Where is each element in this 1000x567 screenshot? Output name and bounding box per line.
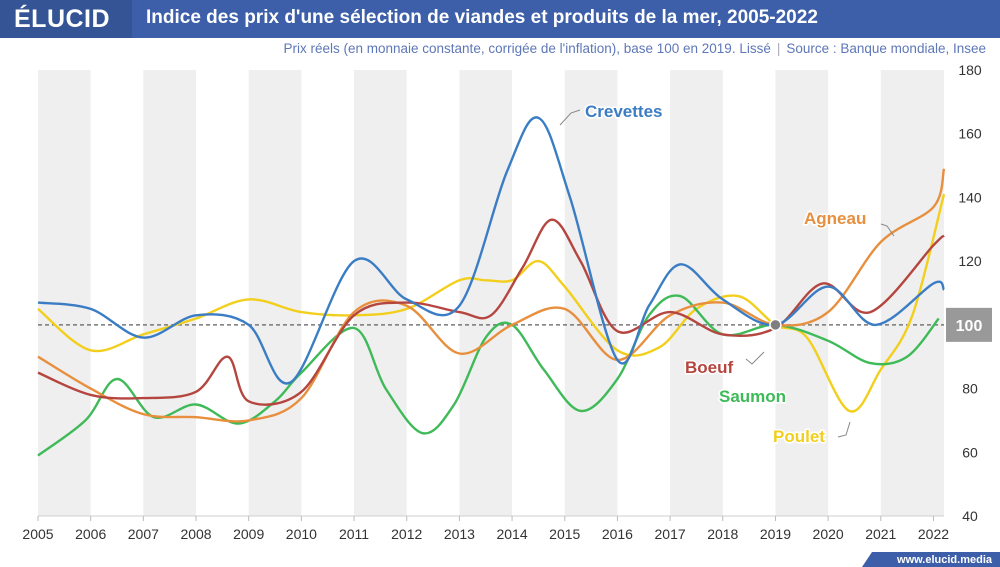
x-tick-label: 2005 bbox=[22, 526, 53, 542]
series-label-agneau: Agneau bbox=[804, 209, 866, 228]
series-line-crevettes bbox=[37, 116, 946, 385]
series-label-poulet: Poulet bbox=[773, 427, 825, 446]
x-tick-label: 2013 bbox=[444, 526, 475, 542]
x-tick-label: 2018 bbox=[707, 526, 738, 542]
x-tick-label: 2007 bbox=[128, 526, 159, 542]
year-band bbox=[143, 70, 197, 516]
year-band bbox=[775, 70, 829, 516]
x-tick-label: 2016 bbox=[602, 526, 633, 542]
year-band bbox=[459, 70, 513, 516]
x-tick-label: 2022 bbox=[918, 526, 949, 542]
chart-title: Indice des prix d'une sélection de viand… bbox=[146, 7, 818, 28]
year-band bbox=[248, 70, 302, 516]
x-tick-label: 2010 bbox=[286, 526, 317, 542]
y-tick-label: 180 bbox=[958, 62, 982, 78]
site-url[interactable]: www.elucid.media bbox=[897, 554, 992, 566]
title-bar: ÉLUCID Indice des prix d'une sélection d… bbox=[0, 0, 1000, 38]
series-label-saumon: Saumon bbox=[719, 387, 786, 406]
x-tick-label: 2020 bbox=[813, 526, 844, 542]
series-line-poulet bbox=[37, 193, 946, 413]
series-label-boeuf: Boeuf bbox=[685, 358, 734, 377]
elucid-logo[interactable]: ÉLUCID bbox=[14, 5, 111, 33]
base-year-marker bbox=[769, 318, 782, 332]
reference-label: 100 bbox=[956, 318, 983, 335]
y-tick-label: 140 bbox=[958, 189, 982, 205]
series-line-boeuf bbox=[37, 218, 945, 406]
year-band bbox=[38, 70, 91, 516]
x-tick-label: 2014 bbox=[496, 526, 527, 542]
x-tick-label: 2015 bbox=[549, 526, 580, 542]
x-tick-label: 2009 bbox=[233, 526, 264, 542]
series-line-agneau bbox=[37, 168, 946, 423]
y-tick-label: 80 bbox=[962, 381, 978, 397]
footer-tab bbox=[862, 552, 1000, 567]
x-tick-label: 2008 bbox=[180, 526, 211, 542]
subtitle-separator: | bbox=[776, 41, 781, 56]
label-leader-boeuf bbox=[745, 351, 765, 365]
x-tick-label: 2006 bbox=[75, 526, 106, 542]
subtitle-text: Prix réels (en monnaie constante, corrig… bbox=[283, 41, 771, 56]
label-leader-agneau bbox=[880, 223, 895, 237]
chart-subtitle: Prix réels (en monnaie constante, corrig… bbox=[283, 41, 986, 56]
label-leader-crevettes bbox=[559, 109, 581, 126]
year-band bbox=[933, 70, 944, 516]
year-band bbox=[880, 70, 934, 516]
y-tick-label: 160 bbox=[958, 126, 982, 142]
logo-box: ÉLUCID bbox=[0, 0, 132, 38]
x-tick-label: 2012 bbox=[391, 526, 422, 542]
series-label-crevettes: Crevettes bbox=[585, 102, 663, 121]
x-tick-label: 2019 bbox=[760, 526, 791, 542]
x-tick-label: 2021 bbox=[865, 526, 896, 542]
source-text: Source : Banque mondiale, Insee bbox=[786, 41, 986, 56]
y-tick-label: 40 bbox=[962, 508, 978, 524]
label-leader-poulet bbox=[837, 421, 851, 438]
y-tick-label: 60 bbox=[962, 444, 978, 460]
x-tick-label: 2011 bbox=[339, 526, 369, 542]
x-tick-label: 2017 bbox=[655, 526, 686, 542]
year-band bbox=[564, 70, 618, 516]
y-tick-label: 120 bbox=[958, 253, 982, 269]
reference-label-box bbox=[946, 307, 992, 342]
